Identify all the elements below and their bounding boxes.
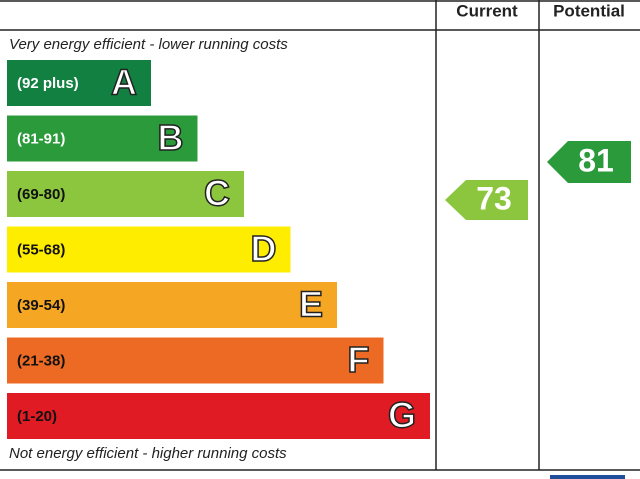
band-range: (21-38) [17, 352, 65, 369]
band-bar [7, 393, 430, 439]
current-arrow [445, 180, 528, 220]
band-letter: A [111, 62, 137, 103]
band-range: (1-20) [17, 408, 57, 425]
potential-arrow [547, 141, 631, 183]
band-bar [7, 115, 198, 162]
current-header: Current [456, 1, 518, 20]
band-range: (55-68) [17, 241, 65, 258]
band-range: (39-54) [17, 297, 65, 314]
band-range: (69-80) [17, 186, 65, 203]
band-bar [7, 282, 337, 328]
band-bar [7, 60, 151, 106]
band-bar [7, 226, 291, 273]
band-bar [7, 171, 244, 217]
bands: (92 plus) A (81-91) B (69-80) C (55-68) D (39-54… [7, 60, 430, 439]
bottom-note: Not energy efficient - higher running co… [9, 445, 287, 462]
top-note: Very energy efficient - lower running co… [9, 36, 288, 53]
band-letter: D [251, 228, 277, 269]
band-letter: C [204, 173, 230, 214]
band-bar [7, 337, 384, 384]
band-range: (92 plus) [17, 75, 79, 92]
band-letter: F [348, 339, 370, 380]
band-range: (81-91) [17, 130, 65, 147]
band-letter: E [299, 284, 323, 325]
current-value: 73 [476, 180, 512, 216]
band-letter: B [158, 117, 184, 158]
decoration [550, 475, 625, 479]
potential-header: Potential [553, 1, 625, 20]
band-letter: G [388, 395, 416, 436]
potential-value: 81 [578, 142, 614, 178]
